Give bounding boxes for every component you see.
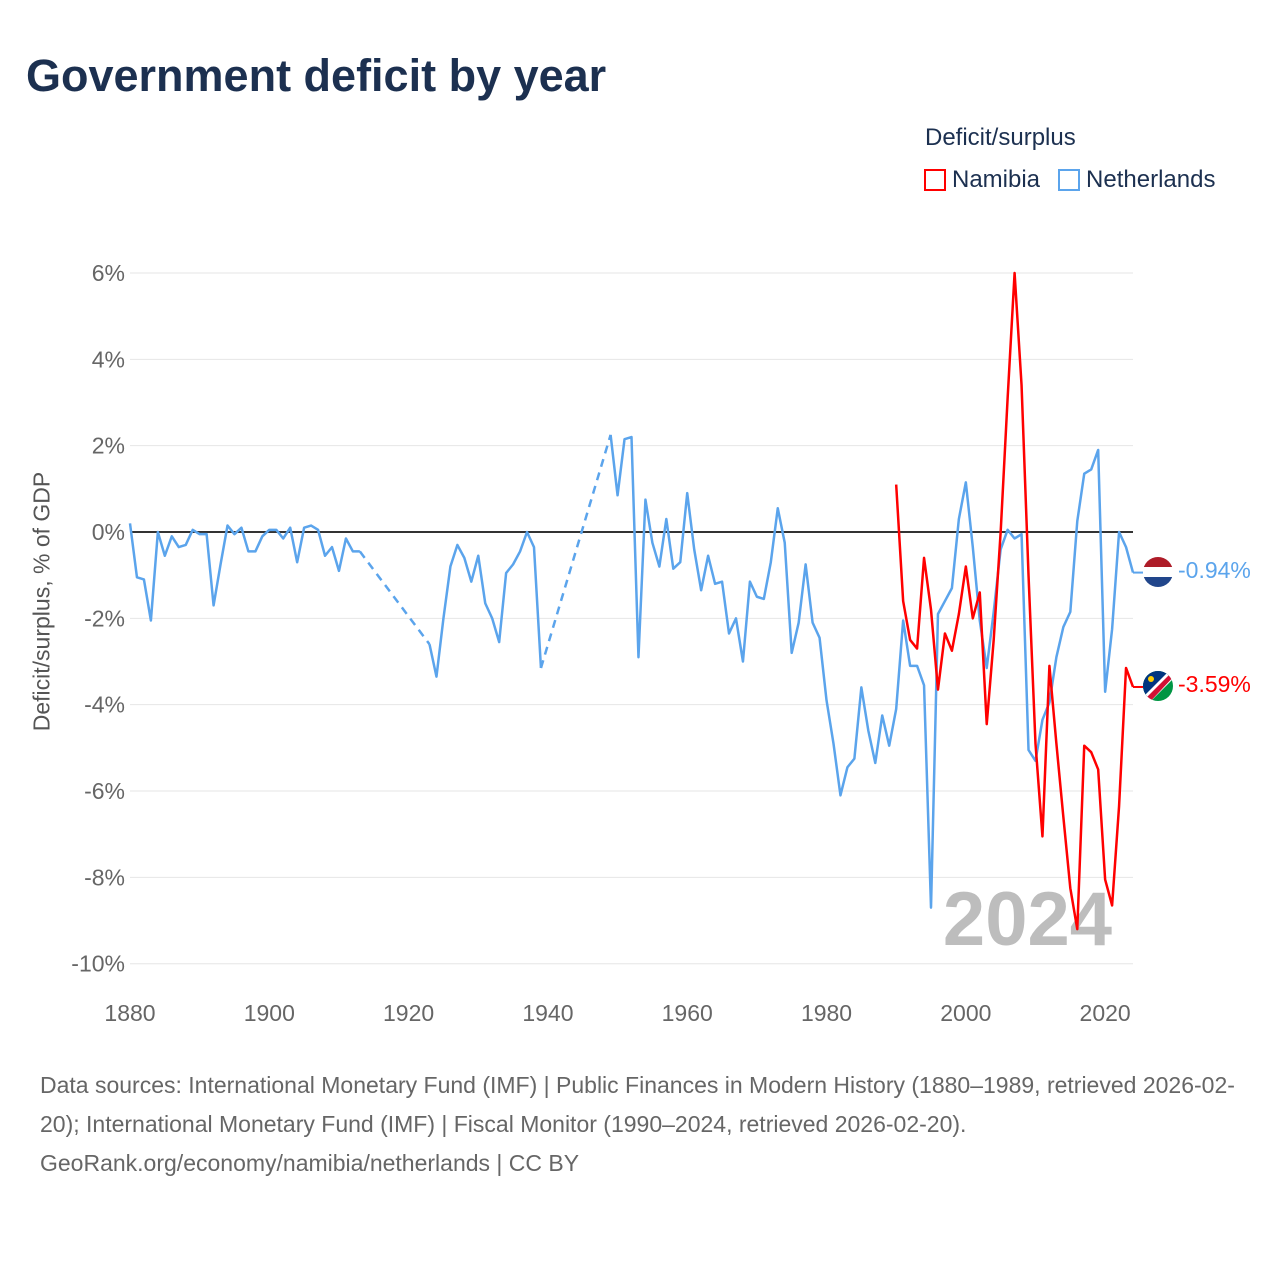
- x-tick-label: 2020: [1080, 1000, 1131, 1026]
- x-tick-label: 1920: [383, 1000, 434, 1026]
- year-watermark: 2024: [943, 877, 1112, 962]
- legend-swatch-namibia: [924, 169, 946, 191]
- x-tick-label: 2000: [940, 1000, 991, 1026]
- y-tick-label: -4%: [84, 692, 125, 718]
- y-tick-label: 2%: [92, 433, 125, 459]
- series-gap-netherlands: [539, 434, 612, 669]
- y-tick-label: -8%: [84, 864, 125, 890]
- y-tick-label: -10%: [71, 951, 125, 977]
- x-tick-label: 1940: [522, 1000, 573, 1026]
- legend-item-namibia[interactable]: Namibia: [924, 166, 1040, 194]
- data-sources: Data sources: International Monetary Fun…: [40, 1072, 1235, 1137]
- legend-title: Deficit/surplus: [925, 124, 1076, 151]
- y-tick-label: 4%: [92, 346, 125, 372]
- y-tick-label: -6%: [84, 778, 125, 804]
- series-line-netherlands: [609, 434, 1135, 909]
- legend-label-namibia: Namibia: [952, 166, 1041, 193]
- x-tick-label: 1960: [662, 1000, 713, 1026]
- legend-label-netherlands: Netherlands: [1086, 166, 1216, 193]
- chart-title: Government deficit by year: [26, 50, 607, 101]
- end-label-namibia: -3.59%: [1178, 671, 1251, 697]
- series-line-namibia: [894, 271, 1135, 931]
- legend: Namibia Netherlands: [924, 166, 1215, 194]
- netherlands-flag-icon: [1143, 557, 1173, 587]
- x-tick-label: 1880: [104, 1000, 155, 1026]
- y-tick-label: -2%: [84, 605, 125, 631]
- series-line-netherlands: [428, 530, 543, 678]
- source-note: Data sources: International Monetary Fun…: [40, 1066, 1240, 1183]
- end-label-netherlands: -0.94%: [1178, 557, 1251, 583]
- y-tick-label: 6%: [92, 260, 125, 286]
- namibia-flag-icon: [1143, 671, 1173, 701]
- legend-swatch-netherlands: [1058, 169, 1081, 191]
- series-line-netherlands: [128, 523, 360, 622]
- credit-link[interactable]: GeoRank.org/economy/namibia/netherlands …: [40, 1150, 580, 1176]
- x-tick-label: 1980: [801, 1000, 852, 1026]
- y-tick-label: 0%: [92, 519, 125, 545]
- series-gap-netherlands: [358, 550, 431, 645]
- x-tick-label: 1900: [244, 1000, 295, 1026]
- legend-item-netherlands[interactable]: Netherlands: [1058, 166, 1215, 194]
